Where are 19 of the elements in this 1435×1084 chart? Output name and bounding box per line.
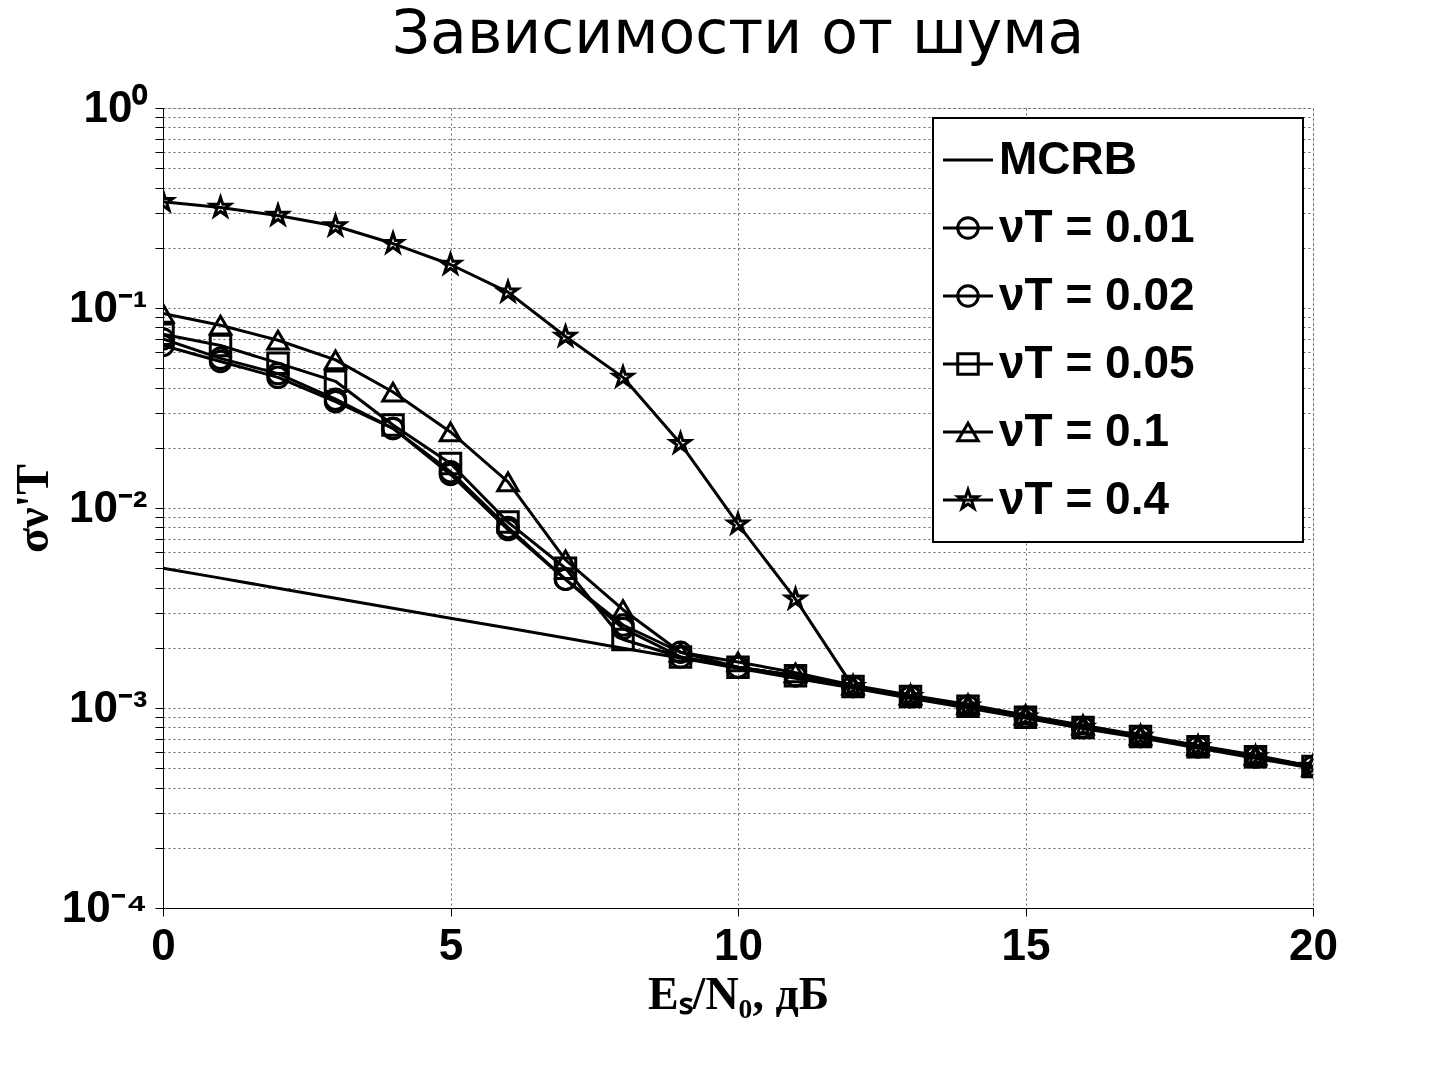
legend-label: νT = 0.02 (999, 268, 1195, 320)
x-tick-label: 20 (1289, 919, 1338, 969)
chart-title: Зависимости от шума (391, 0, 1085, 67)
y-tick-label: 10⁻⁴ (61, 881, 148, 931)
legend-label: νT = 0.01 (999, 200, 1195, 252)
y-tick-label: 10⁻³ (68, 681, 148, 731)
x-tick-label: 5 (438, 919, 464, 969)
y-tick-label: 10⁻¹ (68, 281, 148, 331)
x-tick-label: 10 (714, 919, 763, 969)
x-axis-title: Eₛ/N₀, дБ (647, 967, 830, 1019)
y-axis-title: σν'T (6, 463, 58, 554)
legend-label: νT = 0.4 (999, 472, 1170, 524)
legend-label: νT = 0.1 (999, 404, 1170, 456)
y-tick-label: 10⁻² (68, 481, 148, 531)
legend-label: νT = 0.05 (999, 336, 1195, 388)
y-tick-label: 10⁰ (83, 81, 149, 131)
x-tick-label: 15 (1001, 919, 1051, 969)
legend-label: MCRB (999, 132, 1137, 184)
x-tick-label: 0 (151, 919, 176, 969)
